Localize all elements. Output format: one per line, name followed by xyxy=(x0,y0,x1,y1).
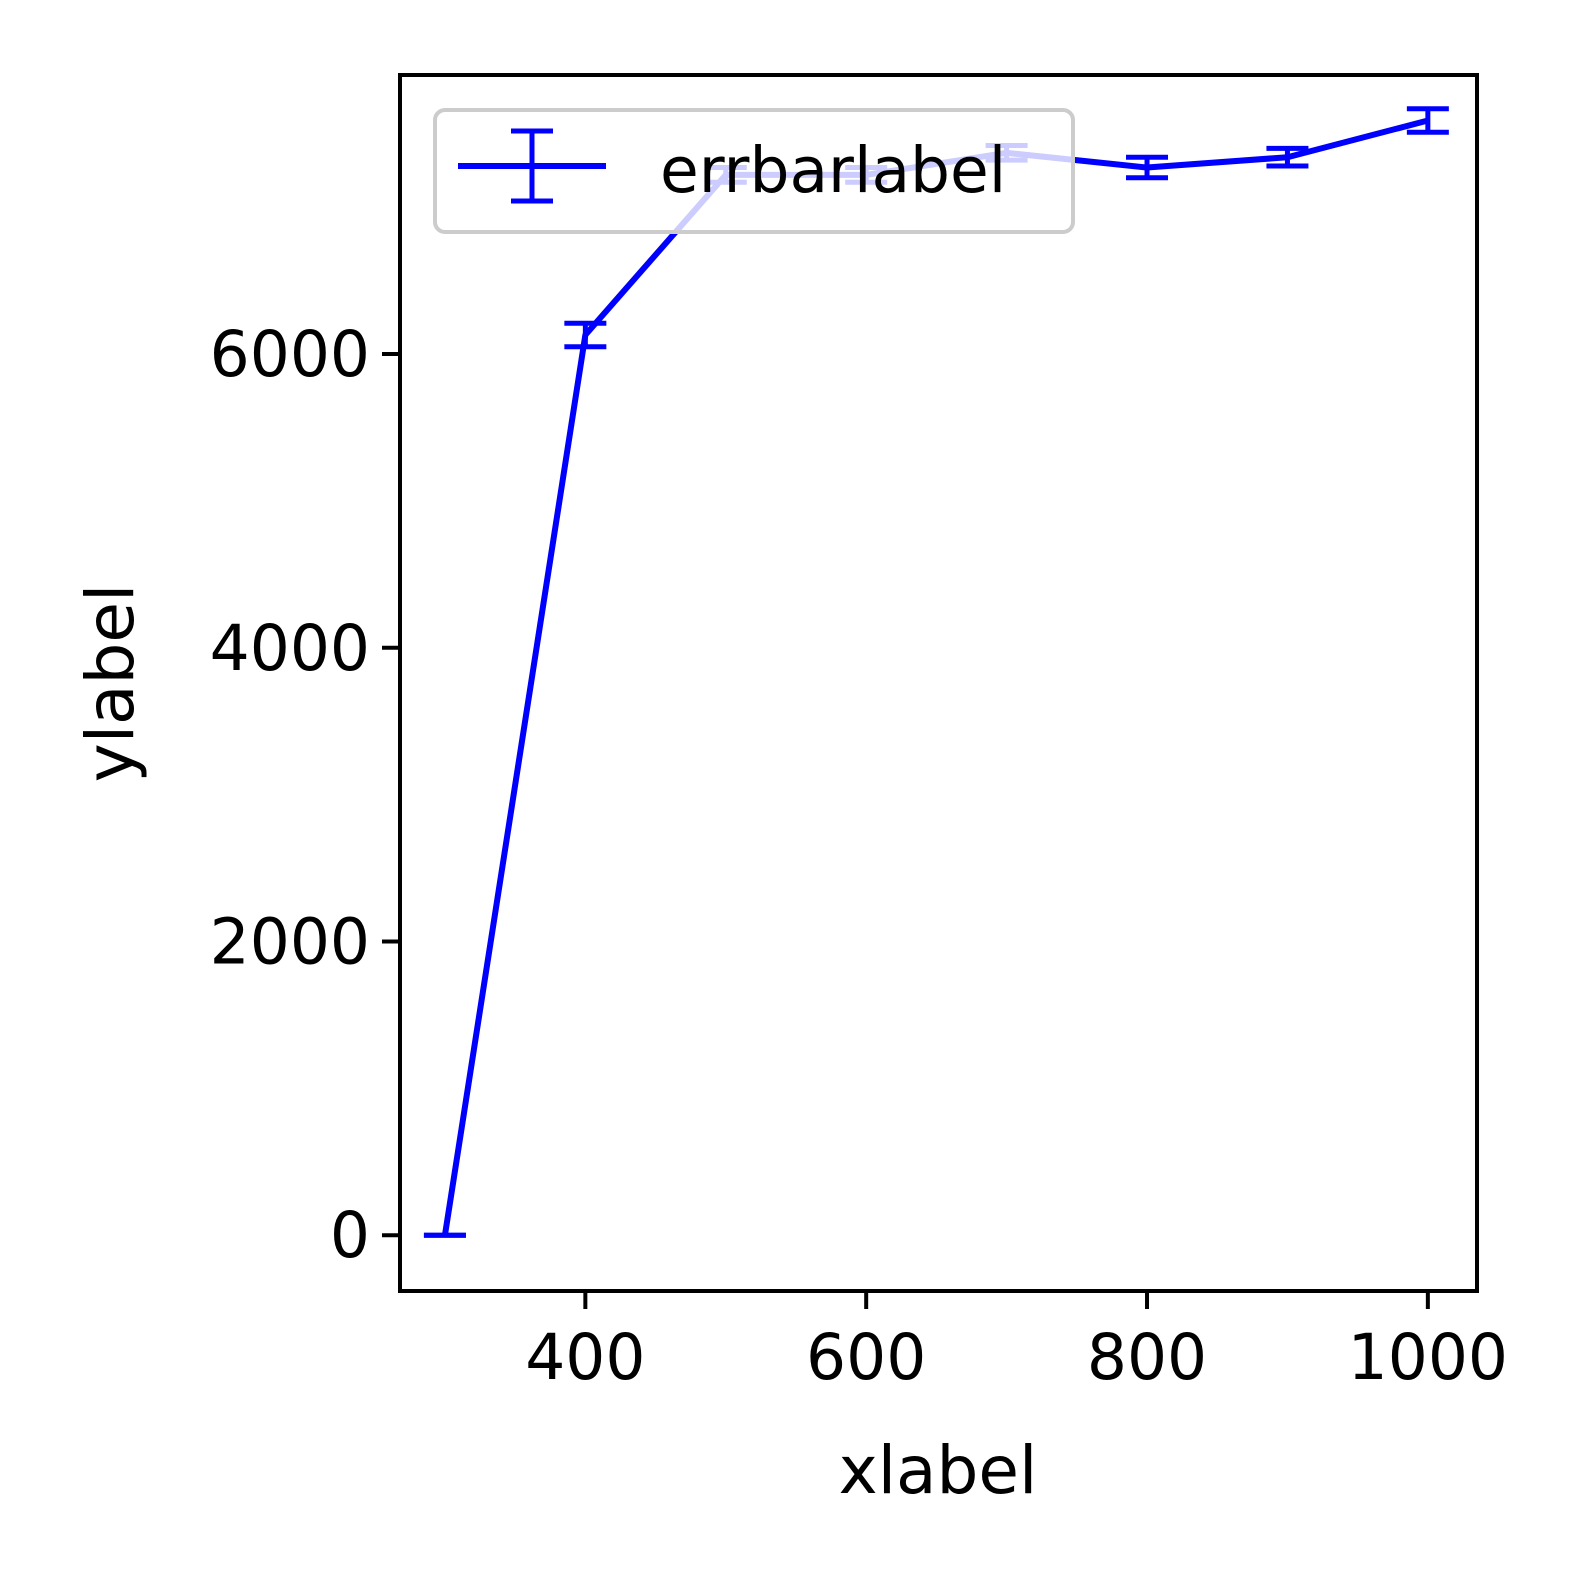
plot-frame xyxy=(398,73,1479,1293)
legend-errorbar-handle xyxy=(458,128,606,204)
y-tick-label: 4000 xyxy=(210,612,370,685)
x-tick-label: 800 xyxy=(1087,1321,1207,1394)
series-line xyxy=(441,117,1429,1236)
legend-frame xyxy=(433,108,1075,234)
x-tick-label: 400 xyxy=(525,1321,645,1394)
x-tick-label: 600 xyxy=(806,1321,926,1394)
y-axis-label: ylabel xyxy=(72,584,149,783)
x-tick-label: 1000 xyxy=(1348,1321,1508,1394)
y-tick-label: 6000 xyxy=(210,318,370,391)
legend-label: errbarlabel xyxy=(660,134,1006,207)
y-tick-label: 0 xyxy=(330,1199,370,1272)
data-layer xyxy=(423,106,1449,1238)
legend: errbarlabel xyxy=(433,108,1075,234)
ticks-layer: 400 600 800 1000 0 2000 4000 6000 xyxy=(210,318,1508,1394)
x-axis-label: xlabel xyxy=(839,1432,1038,1509)
y-tick-label: 2000 xyxy=(210,905,370,978)
